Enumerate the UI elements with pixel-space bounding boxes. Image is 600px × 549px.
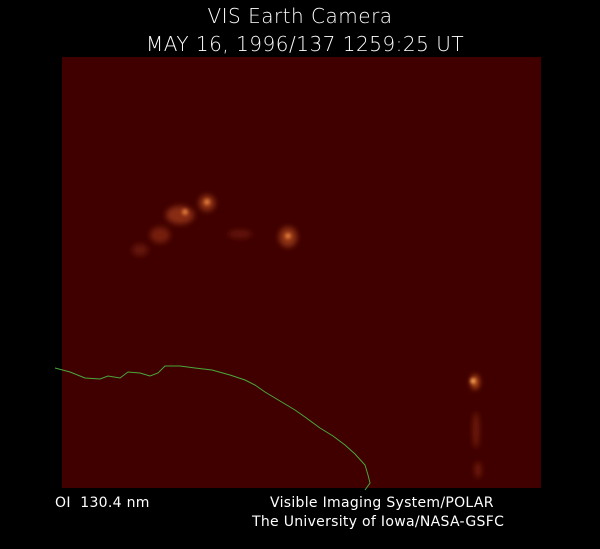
aurora-core: [182, 199, 476, 384]
title: VIS Earth Camera: [207, 4, 392, 28]
coastline: [54, 365, 371, 491]
image-frame: [62, 57, 541, 488]
timestamp: MAY 16, 1996/137 1259:25 UT: [146, 32, 464, 56]
filter-label: OI 130.4 nm: [55, 495, 150, 511]
instrument-label: Visible Imaging System/POLAR: [270, 495, 494, 511]
credit-label: The University of Iowa/NASA-GSFC: [251, 514, 504, 530]
camera-image: [62, 57, 541, 488]
